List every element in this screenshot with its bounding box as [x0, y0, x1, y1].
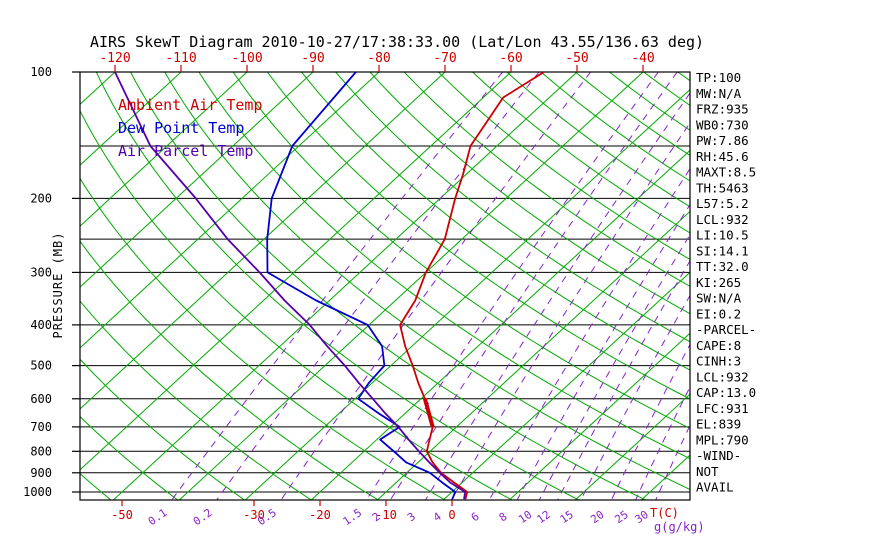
info-line: KI:265	[696, 275, 741, 290]
svg-text:800: 800	[30, 444, 52, 458]
svg-text:20: 20	[588, 508, 606, 526]
svg-text:6: 6	[469, 510, 482, 524]
chart-title: AIRS SkewT Diagram 2010-10-27/17:38:33.0…	[90, 33, 704, 51]
svg-text:8: 8	[497, 510, 510, 524]
svg-text:-70: -70	[433, 51, 456, 66]
mixing-unit-label: g(g/kg)	[654, 520, 705, 534]
info-line: SI:14.1	[696, 243, 749, 258]
info-panel: TP:100MW:N/AFRZ:935WB0:730PW:7.86RH:45.6…	[696, 70, 756, 495]
svg-text:100: 100	[30, 65, 52, 79]
info-line: AVAIL	[696, 480, 734, 495]
info-line: MPL:790	[696, 432, 749, 447]
legend-dew-point-temp: Dew Point Temp	[118, 119, 244, 137]
svg-text:200: 200	[30, 191, 52, 205]
info-line: SW:N/A	[696, 291, 742, 306]
svg-text:-110: -110	[165, 51, 196, 66]
legend-ambient-air-temp: Ambient Air Temp	[118, 96, 263, 114]
svg-text:-100: -100	[231, 51, 262, 66]
info-line: TH:5463	[696, 180, 749, 195]
svg-text:900: 900	[30, 466, 52, 480]
svg-text:15: 15	[558, 508, 576, 526]
svg-text:-50: -50	[565, 51, 588, 66]
svg-text:0.2: 0.2	[191, 506, 215, 528]
svg-text:30: 30	[633, 508, 651, 526]
info-line: EI:0.2	[696, 306, 741, 321]
svg-text:-10: -10	[375, 508, 397, 522]
info-line: CINH:3	[696, 354, 741, 369]
info-line: LCL:932	[696, 369, 749, 384]
svg-text:400: 400	[30, 318, 52, 332]
info-line: PW:7.86	[696, 133, 749, 148]
info-line: CAP:13.0	[696, 385, 756, 400]
svg-text:0: 0	[448, 508, 455, 522]
svg-text:10: 10	[516, 508, 534, 526]
grid-layer	[80, 72, 690, 500]
svg-text:1000: 1000	[23, 485, 52, 499]
info-line: L57:5.2	[696, 196, 749, 211]
svg-text:4: 4	[431, 510, 444, 525]
info-line: NOT	[696, 464, 719, 479]
svg-text:25: 25	[612, 508, 630, 526]
frame-layer	[79, 71, 691, 501]
temp-unit-label: T(C)	[650, 506, 679, 520]
info-line: CAPE:8	[696, 338, 741, 353]
axes-ticks-layer: -120 -110 -100 -90 -80 -70 -60 -50 -40-50 -30 -20-…	[23, 51, 655, 528]
info-line: -WIND-	[696, 448, 741, 463]
info-line: -PARCEL-	[696, 322, 756, 337]
info-line: LCL:932	[696, 212, 749, 227]
info-line: RH:45.6	[696, 149, 749, 164]
svg-text:-50: -50	[111, 508, 133, 522]
info-line: MW:N/A	[696, 86, 742, 101]
svg-text:600: 600	[30, 392, 52, 406]
info-line: LI:10.5	[696, 228, 749, 243]
svg-text:-80: -80	[367, 51, 390, 66]
info-line: MAXT:8.5	[696, 165, 756, 180]
svg-text:-20: -20	[309, 508, 331, 522]
svg-text:500: 500	[30, 359, 52, 373]
svg-text:12: 12	[535, 508, 553, 526]
info-line: WB0:730	[696, 117, 749, 132]
svg-text:-120: -120	[99, 51, 130, 66]
svg-text:700: 700	[30, 420, 52, 434]
svg-text:-30: -30	[243, 508, 265, 522]
info-line: TP:100	[696, 70, 741, 85]
svg-text:3: 3	[405, 510, 418, 524]
info-line: TT:32.0	[696, 259, 749, 274]
svg-text:-40: -40	[631, 51, 654, 66]
legend-air-parcel-temp: Air Parcel Temp	[118, 142, 253, 160]
svg-text:300: 300	[30, 265, 52, 279]
info-line: EL:839	[696, 417, 741, 432]
info-line: FRZ:935	[696, 102, 749, 117]
svg-text:1.5: 1.5	[341, 506, 365, 528]
pressure-axis-label: PRESSURE (MB)	[51, 232, 65, 339]
svg-text:0.1: 0.1	[146, 506, 170, 528]
svg-text:-60: -60	[499, 51, 522, 66]
svg-text:-90: -90	[301, 51, 324, 66]
info-line: LFC:931	[696, 401, 749, 416]
profile-curves-layer	[114, 72, 545, 500]
